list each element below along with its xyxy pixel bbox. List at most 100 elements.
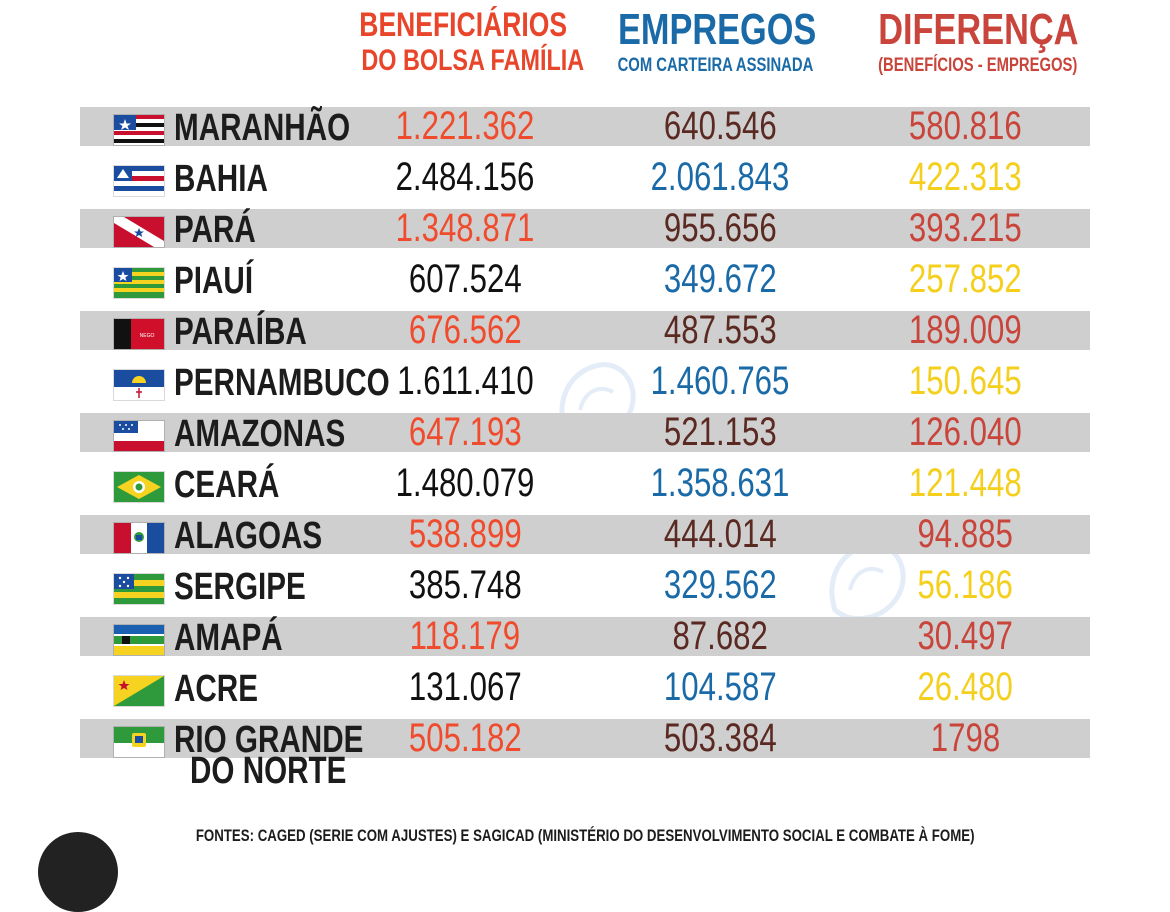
para-flag-icon [114, 217, 164, 247]
empregos-value: 1.460.765 [650, 359, 790, 403]
empregos-value: 503.384 [663, 716, 777, 760]
alagoas-flag-icon [114, 523, 164, 553]
header-empregos: EMPREGOS COM CARTEIRA ASSINADA [590, 5, 840, 76]
diferenca-value: 94.885 [917, 512, 1013, 556]
diferenca-value: 1798 [930, 716, 1000, 760]
empregos-value: 1.358.631 [650, 461, 790, 505]
header-empregos-subtitle: COM CARTEIRA ASSINADA [617, 55, 814, 76]
amapa-flag-icon [114, 625, 164, 655]
state-table: MARANHÃO 1.221.362 640.546 580.816 BAHIA 2.48… [0, 103, 1170, 766]
ceara-flag-icon [114, 472, 164, 502]
state-name: PARÁ [174, 209, 256, 251]
beneficiarios-value: 676.562 [408, 308, 522, 352]
empregos-value: 104.587 [663, 665, 777, 709]
state-name: PIAUÍ [174, 260, 254, 302]
empregos-value: 955.656 [663, 206, 777, 250]
beneficiarios-value: 505.182 [408, 716, 522, 760]
empregos-value: 349.672 [663, 257, 777, 301]
table-row: CEARÁ 1.480.079 1.358.631 121.448 [0, 460, 1170, 511]
table-row: ALAGOAS 538.899 444.014 94.885 [0, 511, 1170, 562]
empregos-value: 329.562 [663, 563, 777, 607]
beneficiarios-value: 118.179 [409, 614, 521, 658]
sergipe-flag-icon [114, 574, 164, 604]
maranhao-flag-icon [114, 115, 164, 145]
state-name: ACRE [174, 668, 258, 710]
diferenca-value: 422.313 [908, 155, 1022, 199]
empregos-value: 487.553 [663, 308, 777, 352]
diferenca-value: 393.215 [908, 206, 1022, 250]
beneficiarios-value: 131.067 [408, 665, 522, 709]
beneficiarios-value: 538.899 [408, 512, 522, 556]
beneficiarios-value: 1.348.871 [395, 206, 535, 250]
table-row: AMAZONAS 647.193 521.153 126.040 [0, 409, 1170, 460]
beneficiarios-value: 1.611.410 [396, 359, 534, 403]
empregos-value: 2.061.843 [650, 155, 790, 199]
paraiba-flag-icon: NEGO [114, 319, 164, 349]
beneficiarios-value: 1.480.079 [395, 461, 535, 505]
state-name: RIO GRANDE [174, 719, 364, 761]
diferenca-value: 121.448 [908, 461, 1022, 505]
table-row: BAHIA 2.484.156 2.061.843 422.313 [0, 154, 1170, 205]
corner-avatar [38, 832, 118, 912]
state-name-rgn-line2: DO NORTE [190, 750, 347, 792]
header-diferenca-subtitle: (BENEFÍCIOS - EMPREGOS) [878, 55, 1078, 76]
diferenca-value: 56.186 [917, 563, 1013, 607]
acre-flag-icon [114, 676, 164, 706]
diferenca-value: 580.816 [908, 104, 1022, 148]
state-name: PERNAMBUCO [174, 362, 390, 404]
pernambuco-flag-icon [114, 370, 164, 400]
amazonas-flag-icon [114, 421, 164, 451]
row-band [80, 209, 1090, 248]
sources-text: FONTES: CAGED (SERIE COM AJUSTES) E SAGI… [195, 826, 975, 845]
row-band [80, 617, 1090, 656]
table-row: MARANHÃO 1.221.362 640.546 580.816 [0, 103, 1170, 154]
state-name: SERGIPE [174, 566, 306, 608]
header-beneficiarios-line2: DO BOLSA FAMÍLIA [361, 44, 585, 77]
table-row: RIO GRANDE 505.182 503.384 1798 [0, 715, 1170, 766]
row-band [80, 413, 1090, 452]
table-row: PERNAMBUCO 1.611.410 1.460.765 150.645 [0, 358, 1170, 409]
table-row: PIAUÍ 607.524 349.672 257.852 [0, 256, 1170, 307]
diferenca-value: 150.645 [908, 359, 1022, 403]
diferenca-value: 257.852 [908, 257, 1022, 301]
diferenca-value: 189.009 [908, 308, 1022, 352]
state-name: AMAZONAS [174, 413, 346, 455]
table-row: AMAPÁ 118.179 87.682 30.497 [0, 613, 1170, 664]
beneficiarios-value: 385.748 [408, 563, 522, 607]
diferenca-value: 126.040 [908, 410, 1022, 454]
beneficiarios-value: 647.193 [408, 410, 522, 454]
table-row: PARÁ 1.348.871 955.656 393.215 [0, 205, 1170, 256]
beneficiarios-value: 1.221.362 [395, 104, 535, 148]
beneficiarios-value: 2.484.156 [395, 155, 535, 199]
state-name: BAHIA [174, 158, 268, 200]
table-row: ACRE 131.067 104.587 26.480 [0, 664, 1170, 715]
beneficiarios-value: 607.524 [408, 257, 522, 301]
piaui-flag-icon [114, 268, 164, 298]
diferenca-value: 30.497 [917, 614, 1013, 658]
sources-footer: FONTES: CAGED (SERIE COM AJUSTES) E SAGI… [0, 826, 1170, 846]
svg-text:NEGO: NEGO [140, 333, 155, 339]
table-row: SERGIPE 385.748 329.562 56.186 [0, 562, 1170, 613]
header-diferenca-title: DIFERENÇA [878, 5, 1079, 54]
empregos-value: 521.153 [663, 410, 777, 454]
header-beneficiarios-line1: BENEFICIÁRIOS [359, 6, 568, 44]
state-name: AMAPÁ [174, 617, 283, 659]
table-row: NEGO PARAÍBA 676.562 487.553 189.009 [0, 307, 1170, 358]
header-beneficiarios: BENEFICIÁRIOS DO BOLSA FAMÍLIA [330, 8, 585, 76]
empregos-value: 640.546 [663, 104, 777, 148]
state-name: PARAÍBA [174, 311, 307, 353]
empregos-value: 87.682 [672, 614, 768, 658]
row-band [80, 311, 1090, 350]
row-band [80, 719, 1090, 758]
state-name: ALAGOAS [174, 515, 323, 557]
bahia-flag-icon [114, 166, 164, 196]
row-band [80, 107, 1090, 146]
state-name: MARANHÃO [174, 107, 351, 149]
rio-grande-do-norte-flag-icon [114, 727, 164, 757]
state-name: CEARÁ [174, 464, 280, 506]
header-empregos-title: EMPREGOS [617, 5, 817, 54]
row-band [80, 515, 1090, 554]
header-diferenca: DIFERENÇA (BENEFÍCIOS - EMPREGOS) [850, 5, 1090, 76]
empregos-value: 444.014 [663, 512, 777, 556]
diferenca-value: 26.480 [917, 665, 1013, 709]
